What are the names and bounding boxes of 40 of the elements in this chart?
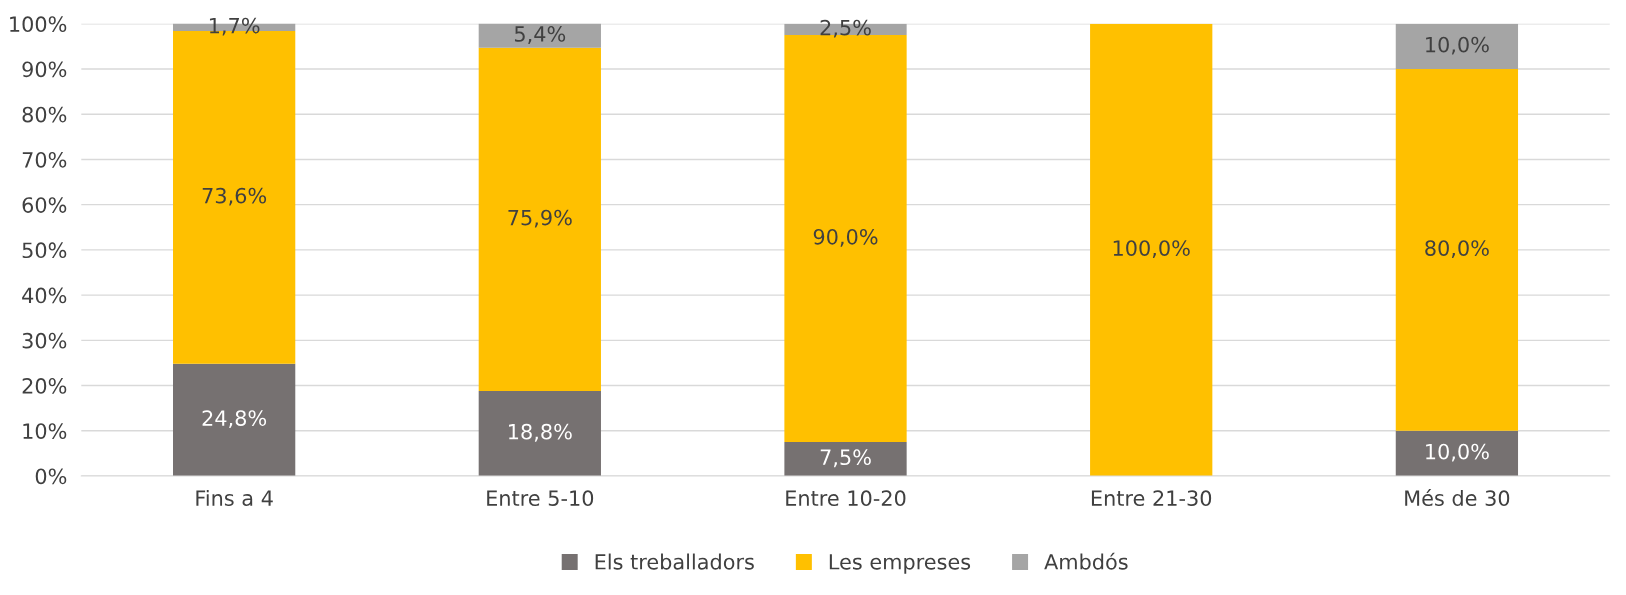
bar xyxy=(784,442,907,476)
bar xyxy=(1395,430,1519,476)
bar xyxy=(1395,69,1519,431)
y-tick-label: 80% xyxy=(22,106,67,123)
x-tick-label: Més de 30 xyxy=(1405,489,1510,507)
data-label: 100,0% xyxy=(1113,240,1190,259)
y-tick-label: 100% xyxy=(10,16,67,33)
legend-label: Els treballadors xyxy=(595,553,754,570)
y-tick-label: 40% xyxy=(22,287,67,304)
y-tick-label: 0% xyxy=(35,468,67,485)
data-label: 73,6% xyxy=(202,187,267,206)
data-label: 5,4% xyxy=(514,26,566,44)
data-label: 10,0% xyxy=(1426,36,1489,55)
bar xyxy=(1395,23,1519,70)
y-tick-label: 20% xyxy=(22,378,67,394)
y-tick-label: 10% xyxy=(23,423,67,439)
legend-label: Les empreses xyxy=(829,554,971,574)
x-tick-label: Fins a 4 xyxy=(196,489,273,507)
data-label: 7,5% xyxy=(820,449,871,468)
bar xyxy=(478,23,601,48)
x-tick-label: Entre 5-10 xyxy=(487,490,594,507)
data-label: 80,0% xyxy=(1425,240,1489,259)
y-tick-label: 60% xyxy=(22,197,67,213)
y-tick-label: 90% xyxy=(22,61,67,78)
x-tick-label: Entre 10-20 xyxy=(786,490,906,507)
data-label: 24,8% xyxy=(202,410,267,429)
bar xyxy=(478,390,601,476)
y-tick-label: 50% xyxy=(22,242,67,259)
data-label: 90,0% xyxy=(813,228,878,247)
bar xyxy=(478,47,601,391)
data-label: 75,9% xyxy=(508,209,572,228)
data-label: 10,0% xyxy=(1426,443,1489,462)
legend-label: Ambdós xyxy=(1044,552,1128,570)
y-tick-label: 70% xyxy=(22,151,67,168)
bar xyxy=(1090,23,1213,476)
bar xyxy=(173,363,296,476)
data-label: 18,8% xyxy=(509,423,572,442)
x-tick-label: Entre 21-30 xyxy=(1091,490,1212,507)
y-tick-label: 30% xyxy=(22,332,67,349)
data-label: 2,5% xyxy=(820,19,871,38)
